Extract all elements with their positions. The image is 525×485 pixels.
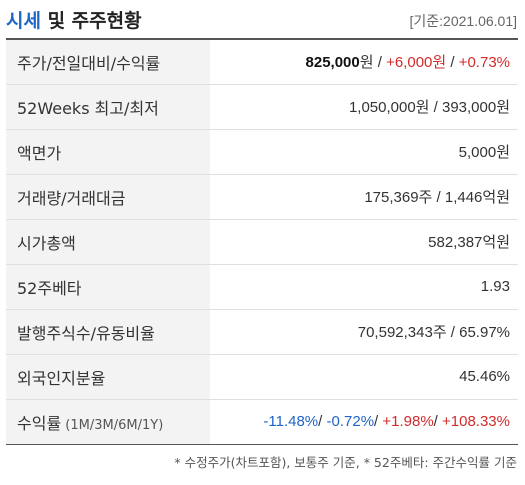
return-1y: +108.33% [442,413,510,430]
returns-period-label: (1M/3M/6M/1Y) [61,417,164,433]
table-row: 주가/전일대비/수익률 825,000원 / +6,000원 / +0.73% [6,38,518,85]
page-title: 시세 및 주주현황 [6,6,142,33]
table-row: 거래량/거래대금 175,369주 / 1,446억원 [6,174,518,220]
table-row: 발행주식수/유동비율 70,592,343주 / 65.97% [6,309,518,355]
separator: / [446,54,459,72]
row-label-foreign: 외국인지분율 [6,354,210,400]
price-change-rate: +0.73% [458,54,510,72]
row-value-beta: 1.93 [210,264,518,310]
separator: / [433,413,443,430]
returns-label: 수익률 [17,413,62,433]
separator: / [318,413,327,430]
row-value-market-cap: 582,387억원 [210,219,518,265]
row-label-face-value: 액면가 [6,129,210,175]
row-value-52week: 1,050,000원 / 393,000원 [210,84,518,130]
table-row: 52주베타 1.93 [6,264,518,310]
row-label-market-cap: 시가총액 [6,219,210,265]
row-label-price: 주가/전일대비/수익률 [6,38,210,85]
quote-table: 주가/전일대비/수익률 825,000원 / +6,000원 / +0.73% … [6,38,518,445]
base-date: [기준:2021.06.01] [409,13,518,29]
row-label-beta: 52주베타 [6,264,210,310]
row-label-shares: 발행주식수/유동비율 [6,309,210,355]
title-rest: 및 주주현황 [40,10,142,32]
table-row: 액면가 5,000원 [6,129,518,175]
row-label-returns: 수익률 (1M/3M/6M/1Y) [6,399,210,445]
table-row: 시가총액 582,387억원 [6,219,518,265]
row-label-volume: 거래량/거래대금 [6,174,210,220]
row-label-52week: 52Weeks 최고/최저 [6,84,210,130]
price-unit: 원 [359,54,374,72]
row-value-volume: 175,369주 / 1,446억원 [210,174,518,220]
row-value-shares: 70,592,343주 / 65.97% [210,309,518,355]
table-row: 외국인지분율 45.46% [6,354,518,400]
separator: / [373,54,387,72]
row-value-returns: -11.48%/ -0.72%/ +1.98%/ +108.33% [210,399,518,445]
return-3m: -0.72% [326,413,375,430]
table-row: 수익률 (1M/3M/6M/1Y) -11.48%/ -0.72%/ +1.98… [6,399,518,445]
price-change: +6,000원 [386,54,447,72]
row-value-price: 825,000원 / +6,000원 / +0.73% [210,38,518,85]
header: 시세 및 주주현황 [기준:2021.06.01] [0,0,525,38]
row-value-foreign: 45.46% [210,354,518,400]
separator: / [374,413,383,430]
return-1m: -11.48% [263,413,319,430]
table-row: 52Weeks 최고/최저 1,050,000원 / 393,000원 [6,84,518,130]
current-price: 825,000 [305,54,360,72]
row-value-face-value: 5,000원 [210,129,518,175]
return-6m: +1.98% [382,413,434,430]
title-accent: 시세 [6,10,41,32]
footnote: * 수정주가(차트포함), 보통주 기준, * 52주베타: 주간수익률 기준 [174,455,517,470]
